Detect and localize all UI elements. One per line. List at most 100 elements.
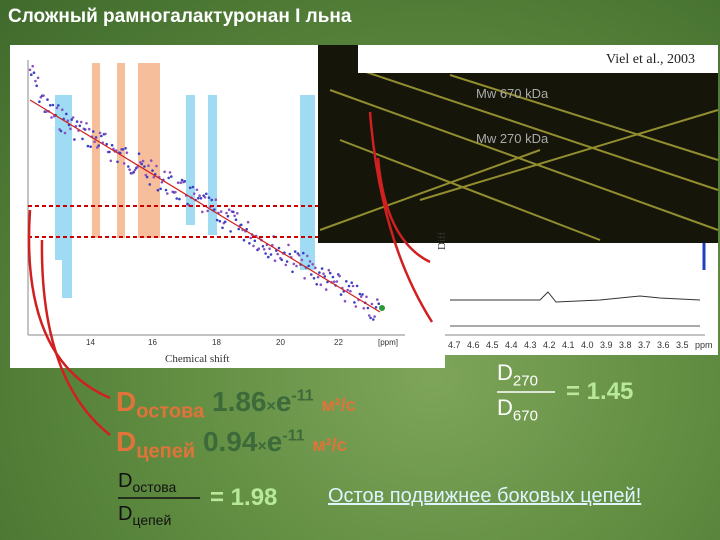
subscript: остова [136, 400, 205, 423]
scatter-dot [44, 110, 48, 113]
slide-title: Сложный рамногалактуронан I льна [8, 6, 352, 27]
scatter-dot [293, 250, 297, 253]
scatter-dot [35, 84, 38, 88]
scatter-dot [358, 292, 362, 296]
scatter-dot [128, 168, 131, 171]
scatter-dot [331, 275, 335, 279]
scatter-dot [361, 293, 364, 296]
scatter-dot [42, 94, 45, 97]
scatter-dot [70, 118, 73, 121]
scatter-dot [155, 164, 158, 168]
scatter-dot [73, 138, 76, 141]
scatter-dot [51, 103, 55, 107]
unit: м²/с [321, 395, 356, 415]
scatter-dot [183, 180, 187, 183]
scatter-dot [327, 268, 331, 272]
symbol: D [497, 395, 513, 420]
scatter-dot [168, 171, 172, 174]
scatter-dot [319, 283, 323, 287]
scatter-dot [81, 137, 84, 141]
scatter-dot [343, 299, 347, 303]
scatter-dot [97, 144, 100, 147]
scatter-dot [236, 212, 239, 215]
scatter-dot [328, 271, 332, 275]
scatter-dot [303, 277, 306, 280]
scatter-dot [166, 192, 169, 195]
scatter-dot [346, 288, 350, 292]
scatter-dot [267, 255, 270, 259]
scatter-dot [345, 280, 348, 283]
scatter-dot [105, 142, 108, 146]
subscript: 270 [512, 372, 538, 390]
scatter-dot [160, 180, 164, 184]
scatter-dot [148, 183, 152, 186]
scatter-dot [57, 104, 60, 107]
scatter-dot [291, 270, 294, 274]
scatter-dot [48, 104, 52, 107]
scatter-dot [323, 275, 327, 278]
scatter-dot [188, 186, 192, 190]
symbol: D [116, 426, 137, 457]
symbol: D [497, 360, 513, 385]
scatter-dot [108, 150, 111, 154]
x-tick-label: 4.1 [562, 340, 575, 350]
scatter-dot [87, 127, 91, 131]
scatter-dot [322, 272, 325, 276]
scatter-dot [295, 264, 298, 268]
scatter-dot [287, 243, 290, 247]
x-tick-label: 4.0 [581, 340, 594, 350]
x-tick-label: [ppm] [378, 338, 399, 347]
scatter-dot [92, 130, 95, 133]
scatter-dot [65, 112, 68, 116]
scatter-dot [180, 178, 184, 182]
scatter-dot [351, 284, 355, 288]
scatter-dot [227, 208, 231, 211]
scatter-dot [195, 188, 199, 192]
scatter-dot [373, 315, 376, 318]
scatter-dot [276, 252, 280, 256]
scatter-dot [233, 214, 236, 218]
x-tick-label: 3.9 [600, 340, 613, 350]
scatter-dot [38, 100, 41, 103]
x-tick-label: 14 [86, 338, 95, 347]
scatter-dot [223, 220, 227, 224]
scatter-dot [147, 164, 150, 167]
x-tick-label: 3.8 [619, 340, 632, 350]
scatter-dot [170, 175, 173, 178]
scatter-dot [214, 198, 218, 201]
scatter-dot [201, 210, 204, 214]
scatter-dot [316, 275, 320, 279]
scatter-dot [61, 108, 64, 111]
citation: Viel et al., 2003 [606, 52, 695, 67]
scatter-dot [314, 266, 317, 270]
base: e [266, 426, 283, 457]
symbol: D [118, 470, 133, 492]
x-tick-label: 3.6 [657, 340, 670, 350]
scatter-dot [338, 274, 341, 278]
symbol: D [118, 503, 133, 525]
scatter-dot [164, 188, 168, 192]
scatter-dot [242, 238, 246, 242]
scatter-dot [284, 263, 288, 267]
scatter-dot [71, 116, 75, 119]
scatter-dot [137, 152, 141, 155]
scatter-dot [339, 293, 343, 296]
scatter-dot [203, 196, 207, 199]
scatter-dot [374, 306, 378, 309]
side-label: Diff [436, 231, 448, 250]
ratio-result: = 1.45 [566, 378, 634, 405]
scatter-dot [261, 245, 265, 248]
x-tick-label: 20 [276, 338, 285, 347]
scatter-dot [335, 280, 339, 283]
scatter-dot [89, 145, 92, 148]
scatter-dot [55, 106, 59, 110]
scatter-dot [116, 160, 119, 164]
scatter-dot [149, 159, 153, 162]
scatter-dot [179, 181, 183, 184]
scatter-dot [132, 170, 135, 174]
scatter-dot [197, 196, 200, 200]
scatter-dot [280, 258, 284, 262]
scatter-dot [369, 316, 372, 320]
numerator: D270 [497, 360, 538, 389]
fibers [319, 69, 719, 241]
